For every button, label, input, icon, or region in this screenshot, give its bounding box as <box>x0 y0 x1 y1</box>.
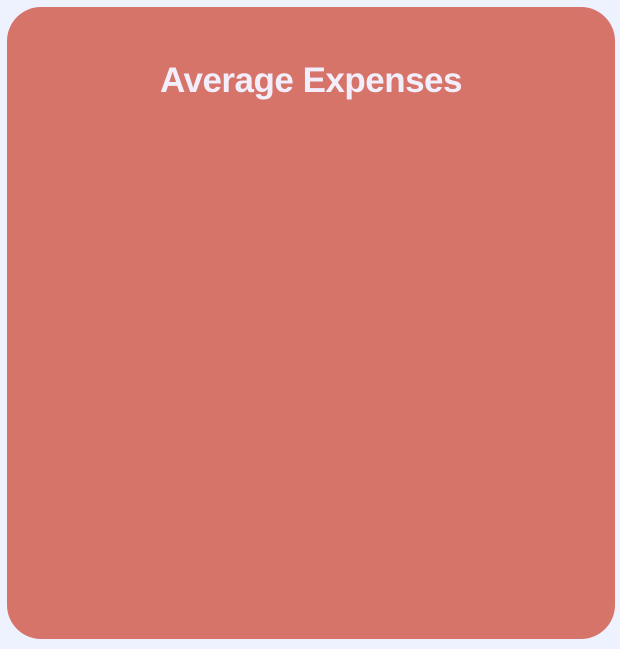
card-content-area <box>35 127 587 611</box>
average-expenses-card: Average Expenses <box>7 7 615 639</box>
card-title: Average Expenses <box>160 61 463 100</box>
